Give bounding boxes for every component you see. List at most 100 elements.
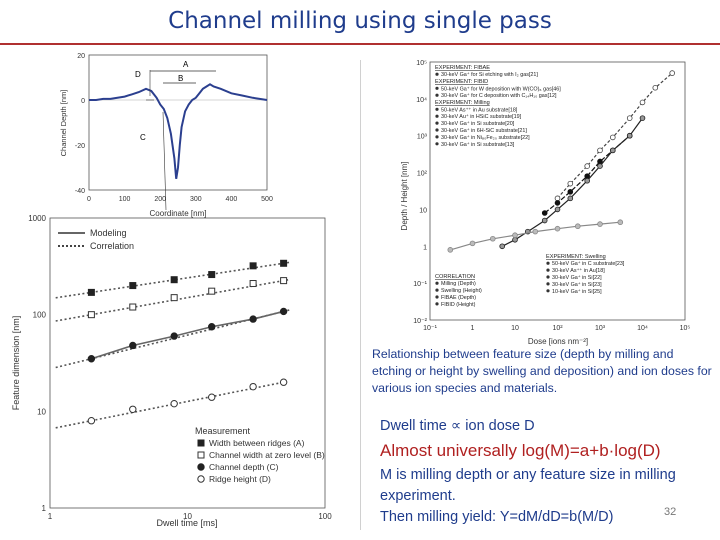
chart3-data-point — [609, 134, 616, 141]
legend-measurement-title: Measurement — [195, 426, 251, 436]
chart3-legend-marker — [546, 275, 550, 279]
chart3-data-point — [639, 115, 646, 121]
chart3-data-point — [609, 147, 616, 154]
chart3-legend-marker — [435, 295, 439, 299]
chart2-ytick-label: 1 — [42, 504, 47, 513]
chart3-legend-marker — [435, 93, 439, 97]
chart2-xtick-label: 1 — [48, 512, 53, 521]
chart2-ytick-label: 10 — [37, 407, 46, 416]
chart3-legend-item: 30-keV Ga⁺ in Si substrate[20] — [441, 121, 515, 127]
chart3-ytick-label: 10⁴ — [416, 97, 427, 104]
chart3-legend-marker — [546, 289, 550, 293]
chart2-data-point — [170, 332, 178, 340]
chart2-data-point — [208, 393, 216, 401]
chart3-legend-marker — [435, 288, 439, 292]
chart1-ytick-label: 20 — [77, 53, 85, 60]
figure-caption: Relationship between feature size (depth… — [372, 347, 712, 395]
chart3-legend-marker — [435, 121, 439, 125]
chart2-data-point — [170, 294, 178, 302]
chart3-data-point — [541, 217, 548, 224]
chart3-legend-item: 30-keV Ga⁺ in Si[23] — [552, 282, 602, 288]
chart3-legend-header: EXPERIMENT: FIBID — [435, 79, 488, 85]
chart2-data-point — [87, 355, 96, 363]
chart1-xtick-label: 500 — [261, 196, 273, 203]
chart3-data-point — [554, 195, 561, 202]
chart3-data-point — [597, 147, 603, 154]
chart2-legend-marker — [197, 451, 205, 459]
chart3-legend-marker — [435, 128, 439, 132]
chart3-data-point — [554, 200, 561, 206]
chart1-xtick-label: 0 — [87, 196, 91, 203]
chart3-legend-marker — [546, 261, 550, 265]
chart2-data-point — [170, 399, 178, 408]
chart2-data-point — [170, 276, 178, 284]
chart2-xlabel: Dwell time [ms] — [156, 518, 217, 528]
chart2-data-point — [208, 323, 216, 331]
chart2-data-point — [87, 311, 95, 319]
chart2-data-point — [280, 277, 288, 285]
chart1-series-line — [89, 83, 268, 179]
chart2-legend-marker — [197, 439, 205, 447]
chart3-data-point — [597, 163, 603, 169]
chart3-ytick-label: 10² — [417, 171, 428, 178]
milling-yield-notes: M is milling depth or any feature size i… — [380, 465, 700, 528]
chart3-data-point — [489, 235, 496, 242]
chart3-legend-marker — [435, 107, 439, 111]
chart3-ytick-label: 10 — [419, 207, 427, 214]
chart1-xtick-label: 400 — [226, 196, 238, 203]
chart3-legend-header: EXPERIMENT: FIBAE — [435, 65, 490, 71]
chart3-ytick-label: 10⁻¹ — [413, 281, 427, 288]
chart3-legend-item: 30-keV Ga⁺ in Si[22] — [552, 275, 602, 281]
chart3-data-point — [584, 177, 591, 184]
chart2-data-point — [279, 307, 288, 316]
chart2-legend-label: Channel depth (C) — [209, 462, 279, 472]
chart2-data-point — [279, 378, 288, 386]
chart3-legend-item: 30-keV As⁺⁺ in Au[18] — [552, 268, 605, 274]
chart2-legend-marker — [197, 463, 205, 471]
chart3-legend-item: 10-keV Ga⁺ in Si[25] — [552, 289, 602, 295]
chart1-ytick-label: 0 — [81, 98, 85, 105]
chart3-ylabel: Depth / Height [nm] — [400, 162, 409, 231]
legend-correlation: Correlation — [90, 241, 134, 251]
chart3-legend-header: EXPERIMENT: Milling — [435, 100, 490, 106]
chart2-ylabel: Feature dimension [nm] — [11, 316, 21, 411]
chart3-data-point — [554, 225, 561, 232]
chart2-ytick-label: 100 — [33, 311, 47, 320]
legend-modeling: Modeling — [90, 228, 127, 238]
chart2-data-point — [249, 262, 257, 270]
chart3-data-point — [447, 247, 454, 253]
chart2-data-point — [87, 417, 96, 425]
chart3-frame — [429, 61, 686, 321]
chart3-legend-item: 30-keV Ga⁺ for Si etching with I₂ gas[21… — [441, 72, 538, 78]
chart3-data-point — [567, 180, 574, 187]
chart1-frame — [88, 54, 268, 191]
chart3-legend-item: 30-keV Au⁺ in HSiC substrate[19] — [441, 114, 522, 120]
chart3-legend-marker — [435, 142, 439, 146]
chart3-xtick-label: 10 — [511, 325, 519, 332]
chart2-legend-label: Channel width at zero level (B) — [209, 450, 325, 460]
chart2-data-point — [249, 315, 257, 323]
annotation-label-a: A — [183, 60, 189, 69]
chart3-data-point — [567, 189, 574, 195]
chart3-legend-item: 50-keV Ga⁺ for W deposition with W(CO)₆ … — [441, 86, 561, 92]
chart2-data-point — [129, 303, 137, 311]
chart3-legend-item: FIBAE (Depth) — [441, 295, 476, 301]
chart3-legend-item: 50-keV As⁺⁺ in Au substrate[18] — [441, 107, 518, 113]
dwell-time-statement: Dwell time ∝ ion dose D — [380, 418, 535, 434]
chart3-data-point — [541, 210, 548, 216]
chart3-data-point — [669, 70, 676, 76]
annotation-label-d: D — [135, 70, 141, 79]
chart3-data-point — [574, 223, 581, 230]
chart3-data-point — [639, 99, 646, 106]
chart2-data-point — [208, 271, 216, 279]
chart2-xtick-label: 10 — [183, 512, 192, 521]
chart2-legend-label: Width between ridges (A) — [209, 438, 305, 448]
chart2-data-point — [129, 405, 137, 413]
chart3-data-point — [469, 240, 476, 247]
chart3-xtick-label: 10² — [552, 325, 563, 332]
chart2-data-point — [249, 382, 257, 391]
chart1-xtick-label: 100 — [119, 196, 131, 203]
chart2-data-point — [87, 288, 95, 296]
chart3-xtick-label: 10⁴ — [637, 325, 648, 332]
